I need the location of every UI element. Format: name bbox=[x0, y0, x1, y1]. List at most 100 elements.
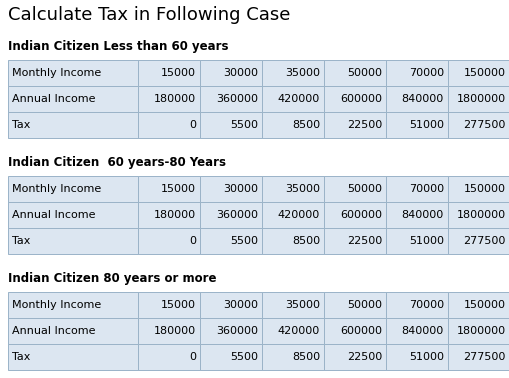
Bar bbox=[324, 344, 386, 370]
Text: 70000: 70000 bbox=[409, 184, 444, 194]
Text: 5500: 5500 bbox=[230, 120, 258, 130]
Bar bbox=[386, 228, 448, 254]
Bar bbox=[324, 228, 386, 254]
Text: 51000: 51000 bbox=[409, 120, 444, 130]
Text: 277500: 277500 bbox=[464, 236, 506, 246]
Text: 1800000: 1800000 bbox=[457, 326, 506, 336]
Text: 1800000: 1800000 bbox=[457, 210, 506, 220]
Bar bbox=[8, 202, 138, 228]
Bar bbox=[200, 86, 262, 112]
Bar bbox=[262, 292, 324, 318]
Text: 30000: 30000 bbox=[223, 68, 258, 78]
Bar bbox=[200, 344, 262, 370]
Bar bbox=[8, 176, 138, 202]
Text: Monthly Income: Monthly Income bbox=[12, 68, 101, 78]
Text: 840000: 840000 bbox=[402, 94, 444, 104]
Text: 8500: 8500 bbox=[292, 352, 320, 362]
Text: 600000: 600000 bbox=[340, 94, 382, 104]
Bar bbox=[448, 202, 509, 228]
Bar bbox=[200, 176, 262, 202]
Text: Monthly Income: Monthly Income bbox=[12, 184, 101, 194]
Text: 360000: 360000 bbox=[216, 326, 258, 336]
Bar bbox=[138, 292, 200, 318]
Text: Tax: Tax bbox=[12, 236, 31, 246]
Bar bbox=[8, 228, 138, 254]
Text: 360000: 360000 bbox=[216, 210, 258, 220]
Bar bbox=[448, 86, 509, 112]
Text: 50000: 50000 bbox=[347, 184, 382, 194]
Bar bbox=[448, 60, 509, 86]
Text: 0: 0 bbox=[189, 120, 196, 130]
Text: 51000: 51000 bbox=[409, 352, 444, 362]
Text: 600000: 600000 bbox=[340, 210, 382, 220]
Text: 150000: 150000 bbox=[464, 184, 506, 194]
Bar bbox=[138, 202, 200, 228]
Bar bbox=[8, 112, 138, 138]
Text: 840000: 840000 bbox=[402, 326, 444, 336]
Text: 70000: 70000 bbox=[409, 300, 444, 310]
Text: 0: 0 bbox=[189, 236, 196, 246]
Bar bbox=[138, 176, 200, 202]
Text: 50000: 50000 bbox=[347, 68, 382, 78]
Text: 180000: 180000 bbox=[154, 94, 196, 104]
Bar bbox=[324, 86, 386, 112]
Bar bbox=[386, 344, 448, 370]
Bar bbox=[324, 318, 386, 344]
Bar bbox=[324, 176, 386, 202]
Text: Indian Citizen 80 years or more: Indian Citizen 80 years or more bbox=[8, 272, 216, 285]
Text: 22500: 22500 bbox=[347, 120, 382, 130]
Text: 35000: 35000 bbox=[285, 300, 320, 310]
Text: 180000: 180000 bbox=[154, 326, 196, 336]
Bar bbox=[386, 202, 448, 228]
Text: 35000: 35000 bbox=[285, 184, 320, 194]
Bar bbox=[262, 344, 324, 370]
Text: Annual Income: Annual Income bbox=[12, 326, 96, 336]
Bar bbox=[138, 86, 200, 112]
Text: 600000: 600000 bbox=[340, 326, 382, 336]
Text: 150000: 150000 bbox=[464, 68, 506, 78]
Bar bbox=[448, 344, 509, 370]
Text: 277500: 277500 bbox=[464, 120, 506, 130]
Bar bbox=[262, 202, 324, 228]
Bar bbox=[138, 228, 200, 254]
Bar bbox=[8, 86, 138, 112]
Bar bbox=[200, 112, 262, 138]
Text: Indian Citizen Less than 60 years: Indian Citizen Less than 60 years bbox=[8, 40, 229, 53]
Bar bbox=[138, 318, 200, 344]
Text: Monthly Income: Monthly Income bbox=[12, 300, 101, 310]
Text: 15000: 15000 bbox=[161, 68, 196, 78]
Bar bbox=[8, 344, 138, 370]
Bar bbox=[200, 228, 262, 254]
Text: 8500: 8500 bbox=[292, 120, 320, 130]
Bar bbox=[8, 292, 138, 318]
Bar bbox=[8, 60, 138, 86]
Bar bbox=[262, 228, 324, 254]
Text: 22500: 22500 bbox=[347, 236, 382, 246]
Bar bbox=[386, 292, 448, 318]
Text: Annual Income: Annual Income bbox=[12, 94, 96, 104]
Bar bbox=[262, 318, 324, 344]
Text: 360000: 360000 bbox=[216, 94, 258, 104]
Text: 1800000: 1800000 bbox=[457, 94, 506, 104]
Text: 30000: 30000 bbox=[223, 300, 258, 310]
Text: 22500: 22500 bbox=[347, 352, 382, 362]
Text: 420000: 420000 bbox=[278, 326, 320, 336]
Text: 150000: 150000 bbox=[464, 300, 506, 310]
Text: 0: 0 bbox=[189, 352, 196, 362]
Bar bbox=[448, 176, 509, 202]
Bar bbox=[8, 318, 138, 344]
Bar bbox=[324, 112, 386, 138]
Bar bbox=[262, 112, 324, 138]
Bar bbox=[262, 176, 324, 202]
Bar bbox=[200, 292, 262, 318]
Bar bbox=[448, 292, 509, 318]
Text: 30000: 30000 bbox=[223, 184, 258, 194]
Text: 51000: 51000 bbox=[409, 236, 444, 246]
Text: 50000: 50000 bbox=[347, 300, 382, 310]
Bar bbox=[448, 112, 509, 138]
Bar bbox=[138, 60, 200, 86]
Text: 5500: 5500 bbox=[230, 236, 258, 246]
Text: Annual Income: Annual Income bbox=[12, 210, 96, 220]
Text: 35000: 35000 bbox=[285, 68, 320, 78]
Bar bbox=[200, 202, 262, 228]
